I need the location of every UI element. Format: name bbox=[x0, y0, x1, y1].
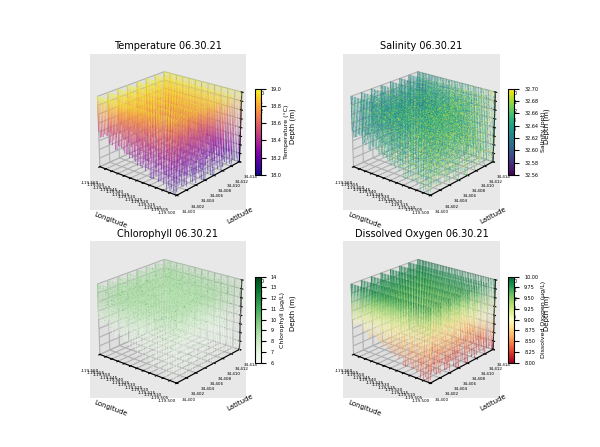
Y-axis label: Dissolved Oxygen (μg/L): Dissolved Oxygen (μg/L) bbox=[541, 281, 546, 358]
Title: Chlorophyll 06.30.21: Chlorophyll 06.30.21 bbox=[118, 229, 218, 239]
Y-axis label: Chlorophyll (μg/L): Chlorophyll (μg/L) bbox=[280, 291, 284, 348]
X-axis label: Longitude: Longitude bbox=[347, 399, 382, 417]
Y-axis label: Latitude: Latitude bbox=[479, 206, 508, 224]
Title: Salinity 06.30.21: Salinity 06.30.21 bbox=[380, 42, 463, 51]
Title: Dissolved Oxygen 06.30.21: Dissolved Oxygen 06.30.21 bbox=[355, 229, 488, 239]
Y-axis label: Latitude: Latitude bbox=[226, 393, 254, 412]
Title: Temperature 06.30.21: Temperature 06.30.21 bbox=[114, 42, 222, 51]
Y-axis label: Latitude: Latitude bbox=[479, 393, 508, 412]
Y-axis label: Latitude: Latitude bbox=[226, 206, 254, 224]
X-axis label: Longitude: Longitude bbox=[94, 211, 128, 229]
X-axis label: Longitude: Longitude bbox=[94, 399, 128, 417]
Y-axis label: Salinity (ppt): Salinity (ppt) bbox=[541, 112, 546, 152]
X-axis label: Longitude: Longitude bbox=[347, 211, 382, 229]
Y-axis label: Temperature (°C): Temperature (°C) bbox=[284, 105, 289, 159]
